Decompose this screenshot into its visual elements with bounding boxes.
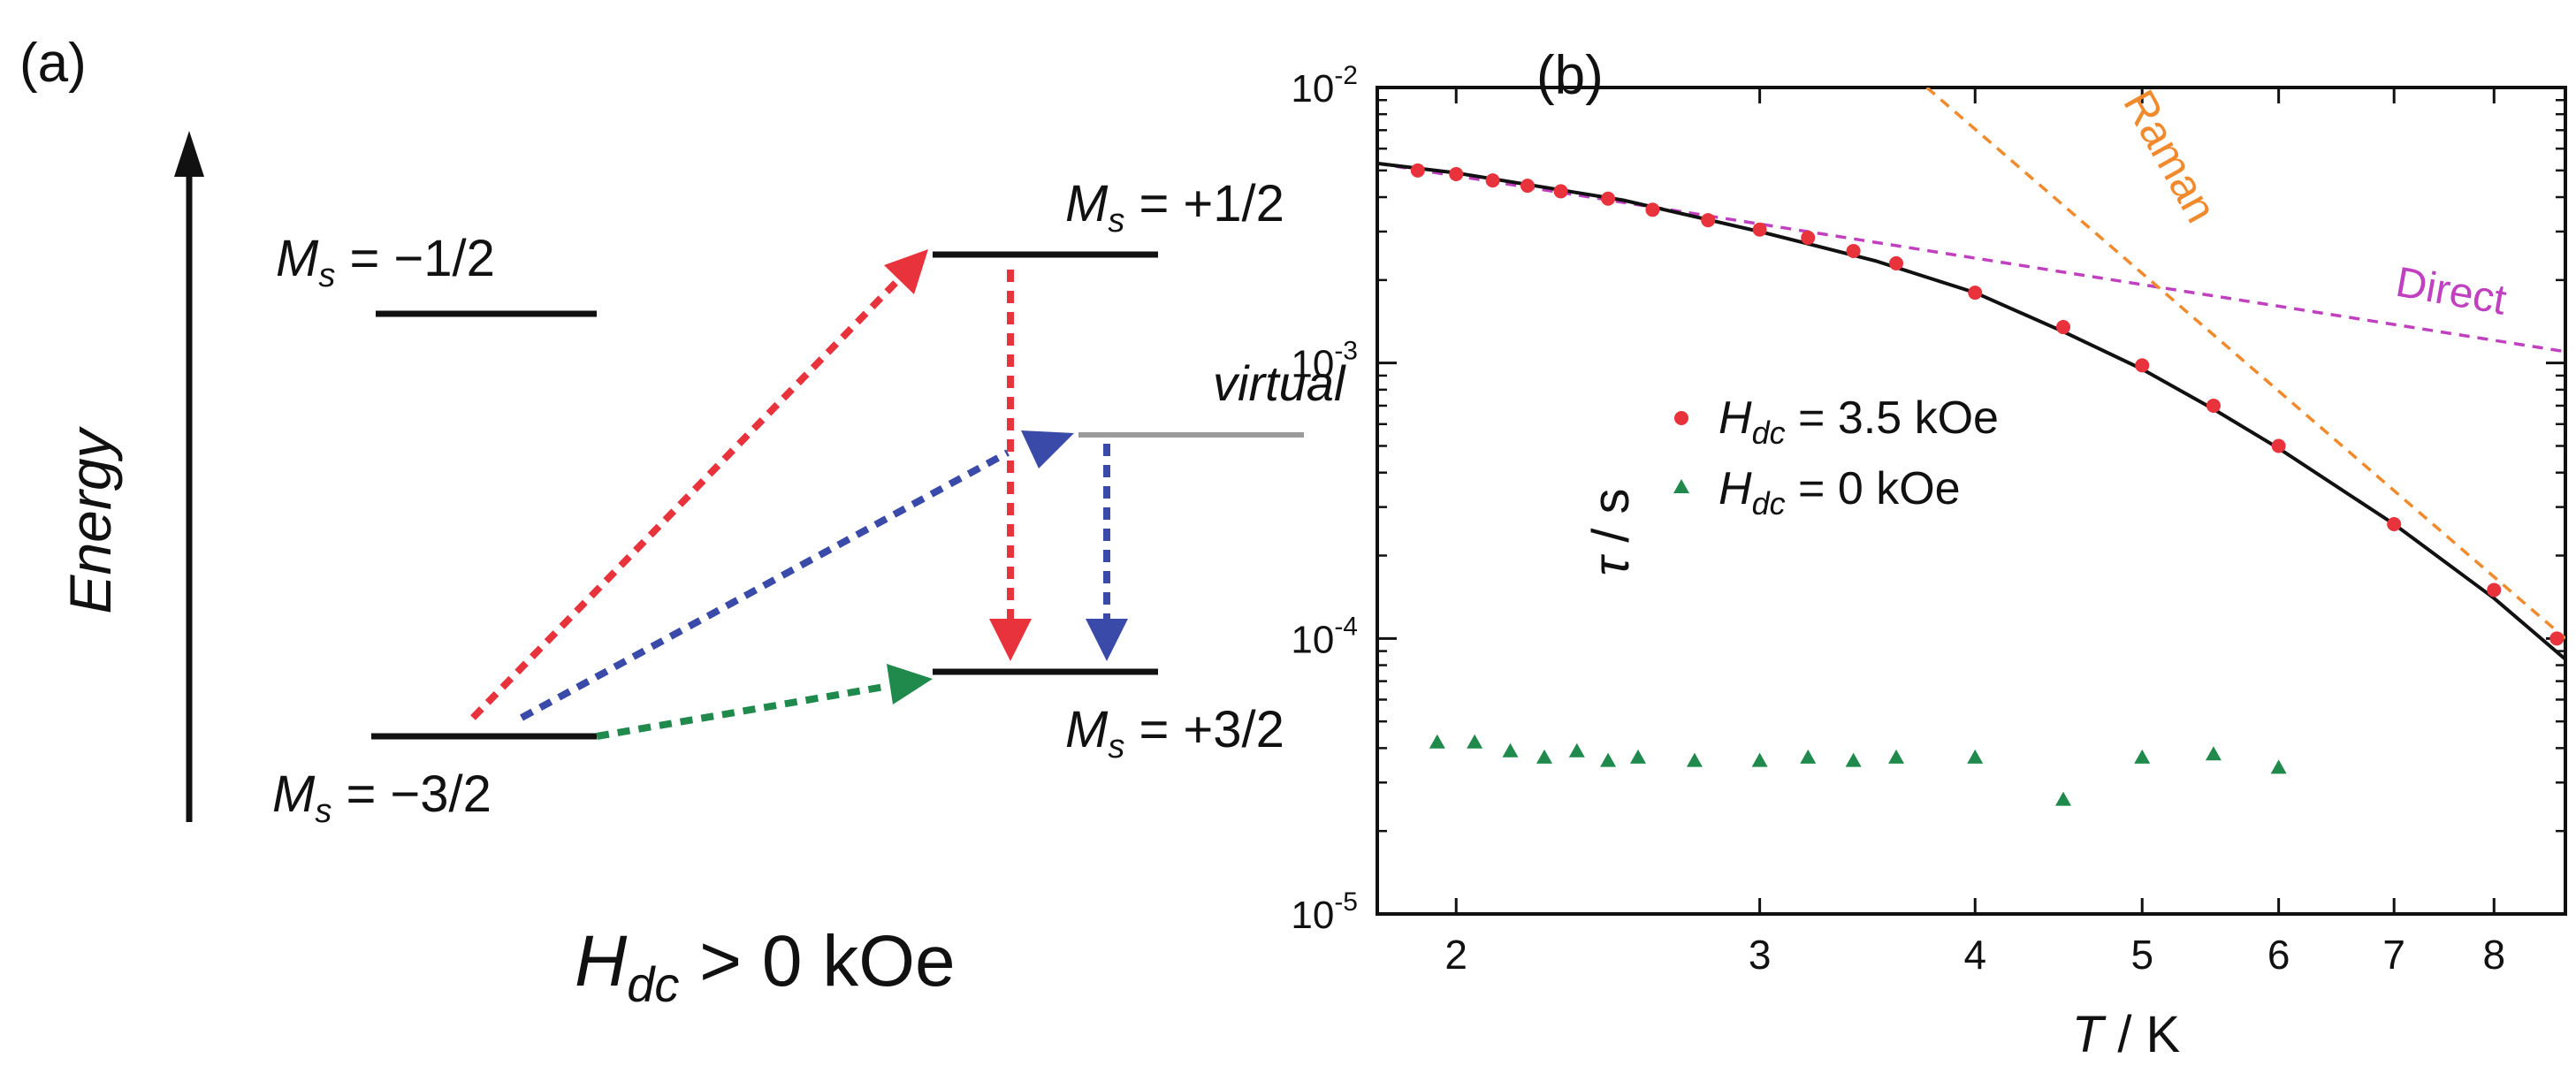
y-tick-label: 10-4 [1291, 612, 1358, 661]
label-ms-minus-half: Ms = −1/2 [276, 230, 495, 294]
x-tick-label: 2 [1444, 932, 1467, 978]
y-tick-labels: 10-5 10-4 10-3 10-2 [1291, 61, 1358, 937]
y-tick-label: 10-3 [1291, 337, 1358, 386]
series-hdc-3-5-koe [1410, 163, 2565, 646]
x-tick-label: 3 [1749, 932, 1772, 978]
y-tick-label: 10-2 [1291, 61, 1358, 110]
x-tick-labels: 2 3 4 5 6 7 8 [1444, 932, 2505, 978]
label-virtual: virtual [1213, 355, 1346, 411]
data-point-triangle [1629, 749, 1646, 764]
data-point-circle [2549, 631, 2565, 646]
legend-label-3-5-koe: Hdc = 3.5 kOe [1719, 392, 1999, 451]
arrowhead-red-down [989, 619, 1032, 661]
data-point-circle [1485, 173, 1500, 188]
data-point-triangle [1845, 752, 1862, 767]
field-condition-label: Hdc > 0 kOe [575, 921, 956, 1012]
data-point-circle [2206, 398, 2221, 413]
transition-blue-up-dashed [520, 449, 1010, 721]
panel-b-relaxation-plot: (b) 10-5 10-4 10-3 10-2 2 3 4 5 6 7 8 Raman Direc… [1291, 45, 2567, 1063]
data-point-circle [1410, 163, 1425, 178]
x-tick-label: 4 [1963, 932, 1986, 978]
data-point-triangle [1751, 752, 1768, 767]
data-point-triangle [1568, 742, 1585, 758]
data-point-triangle [1600, 752, 1617, 767]
data-point-triangle [1967, 749, 1984, 764]
annotation-direct: Direct [2392, 259, 2510, 324]
data-point-circle [2056, 320, 2071, 335]
x-axis-label: T / K [2072, 1006, 2181, 1063]
data-point-circle [1449, 166, 1464, 181]
y-tick-label: 10-5 [1291, 887, 1358, 937]
annotation-raman: Raman [2114, 82, 2226, 231]
plot-frame [1376, 86, 2567, 916]
data-point-circle [1968, 286, 1983, 301]
legend-marker-circle [1674, 411, 1688, 425]
data-point-circle [1520, 179, 1535, 194]
label-ms-minus-three-half: Ms = −3/2 [272, 765, 492, 830]
fit-lines [1377, 88, 2565, 661]
series-hdc-0-koe [1429, 734, 2287, 806]
legend: Hdc = 3.5 kOe Hdc = 0 kOe [1673, 392, 1999, 522]
data-point-circle [2487, 582, 2502, 598]
data-point-triangle [2134, 749, 2151, 764]
arrowhead-green [887, 664, 933, 704]
energy-axis-label: Energy [57, 425, 123, 613]
data-point-circle [1846, 243, 1861, 258]
data-point-triangle [1888, 749, 1905, 764]
arrowhead-blue-up [1021, 430, 1074, 468]
data-point-triangle [1502, 742, 1519, 758]
data-point-circle [1889, 255, 1904, 270]
data-point-triangle [1467, 734, 1483, 749]
transition-red-up-dashed [470, 278, 900, 720]
data-point-circle [1752, 222, 1767, 237]
data-point-triangle [1800, 749, 1817, 764]
panel-b-label: (b) [1536, 45, 1604, 106]
label-ms-plus-half: Ms = +1/2 [1065, 175, 1284, 240]
data-point-circle [1701, 213, 1716, 228]
energy-axis-arrowhead [174, 131, 204, 177]
data-point-circle [1645, 202, 1660, 217]
axis-ticks [1377, 86, 2565, 916]
data-point-circle [2135, 358, 2150, 373]
x-tick-label: 6 [2267, 932, 2290, 978]
panel-a-label: (a) [19, 33, 87, 94]
data-point-circle [1801, 230, 1816, 245]
legend-label-0-koe: Hdc = 0 kOe [1719, 463, 1961, 522]
data-point-triangle [2055, 791, 2072, 806]
fit-line-raman [1925, 88, 2565, 640]
x-tick-label: 5 [2130, 932, 2153, 978]
data-point-circle [1601, 191, 1616, 206]
data-point-triangle [1686, 752, 1703, 767]
arrowhead-blue-down [1086, 619, 1128, 661]
data-point-triangle [1429, 734, 1445, 749]
fit-line-direct [1377, 162, 2565, 354]
arrowhead-red-up [884, 249, 928, 294]
label-ms-plus-three-half: Ms = +3/2 [1065, 701, 1284, 765]
transition-green-dashed [596, 683, 885, 740]
x-tick-label: 8 [2482, 932, 2505, 978]
y-axis-label: τ / s [1582, 488, 1640, 575]
data-point-circle [1553, 184, 1568, 199]
panel-a-energy-diagram: (a) Energy Ms = −1/2 Ms = +1/2 virtual M… [19, 33, 1346, 1012]
data-point-triangle [2205, 746, 2222, 761]
legend-marker-triangle [1673, 479, 1689, 493]
data-point-triangle [1536, 749, 1552, 764]
x-tick-label: 7 [2382, 932, 2405, 978]
data-point-triangle [2270, 759, 2287, 774]
data-point-circle [2271, 438, 2286, 453]
data-point-circle [2387, 517, 2402, 531]
